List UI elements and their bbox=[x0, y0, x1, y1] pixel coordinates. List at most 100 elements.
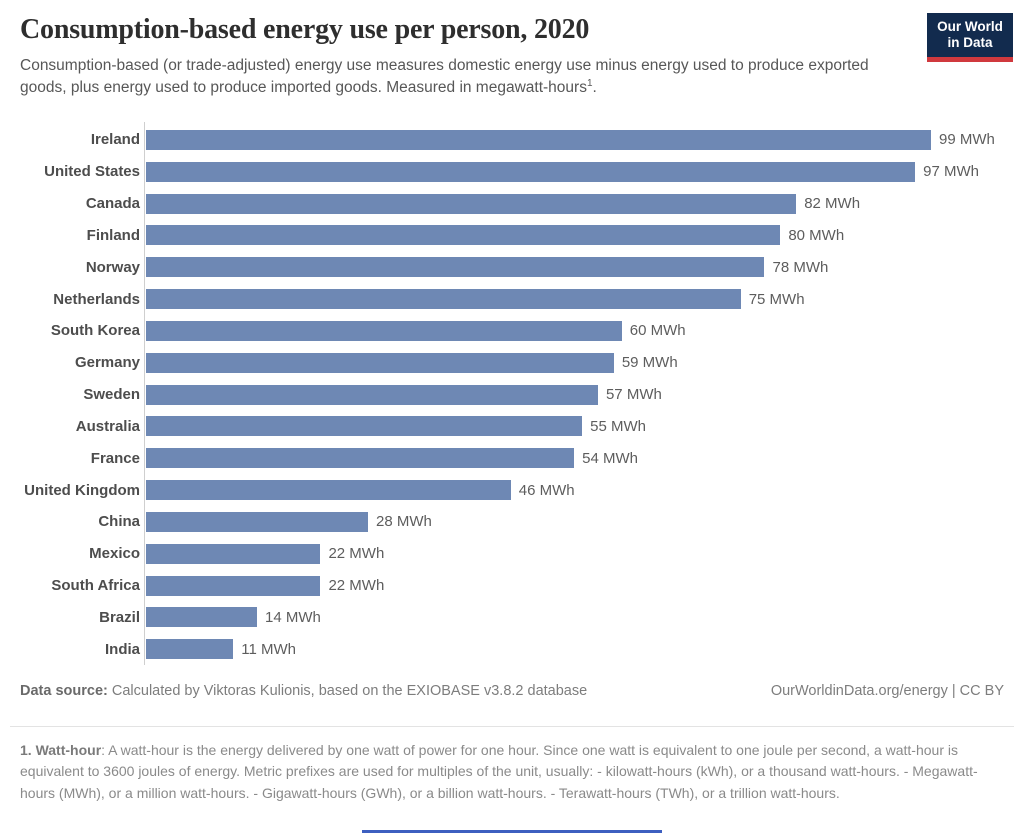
footnote-text: : A watt-hour is the energy delivered by… bbox=[20, 742, 978, 801]
bar-row: Australia 55 MWh bbox=[20, 410, 1004, 442]
value-label: 82 MWh bbox=[804, 195, 861, 213]
bar-row: Sweden 57 MWh bbox=[20, 379, 1004, 411]
bar-area: 60 MWh bbox=[146, 320, 1004, 341]
value-label: 80 MWh bbox=[788, 226, 845, 244]
bar-area: 59 MWh bbox=[146, 352, 1004, 373]
country-label: Finland bbox=[86, 226, 140, 244]
bar-area: 46 MWh bbox=[146, 480, 1004, 501]
bar-row: Mexico 22 MWh bbox=[20, 538, 1004, 570]
value-label: 46 MWh bbox=[518, 481, 575, 499]
country-label: Ireland bbox=[90, 131, 140, 149]
bar-area: 75 MWh bbox=[146, 289, 1004, 310]
bar-row: India 11 MWh bbox=[20, 633, 1004, 665]
country-label: Norway bbox=[85, 258, 140, 276]
bar bbox=[146, 575, 321, 596]
country-label: South Africa bbox=[51, 577, 140, 594]
bar-row: Norway 78 MWh bbox=[20, 251, 1004, 283]
bar bbox=[146, 161, 916, 182]
footnote-marker: 1 bbox=[586, 77, 593, 89]
bar bbox=[146, 607, 257, 628]
country-label: China bbox=[98, 513, 140, 531]
bar bbox=[146, 193, 797, 214]
country-label: Australia bbox=[75, 417, 140, 435]
bar-row: South Africa 22 MWh bbox=[20, 570, 1004, 602]
value-label: 97 MWh bbox=[923, 163, 979, 181]
bar-row: Canada 82 MWh bbox=[20, 188, 1004, 220]
value-label: 78 MWh bbox=[772, 258, 829, 276]
owid-logo-line1: Our World bbox=[937, 18, 1003, 34]
bar bbox=[146, 320, 622, 341]
owid-logo: Our World in Data bbox=[927, 13, 1013, 62]
value-label: 22 MWh bbox=[328, 545, 385, 563]
bar bbox=[146, 352, 614, 373]
bar-row: Finland 80 MWh bbox=[20, 219, 1004, 251]
bar-row: Ireland 99 MWh bbox=[20, 124, 1004, 156]
bar-row: China 28 MWh bbox=[20, 506, 1004, 538]
country-label: France bbox=[90, 449, 140, 467]
owid-logo-red-bar bbox=[927, 57, 1013, 62]
value-label: 55 MWh bbox=[590, 417, 646, 435]
footer-divider bbox=[10, 726, 1014, 727]
source-row: Data source: Calculated by Viktoras Kuli… bbox=[20, 683, 1004, 699]
bar-area: 78 MWh bbox=[146, 257, 1004, 278]
country-label: Brazil bbox=[99, 608, 140, 626]
chart-subtitle: Consumption-based (or trade-adjusted) en… bbox=[20, 55, 872, 98]
value-label: 22 MWh bbox=[328, 577, 385, 594]
bar bbox=[146, 416, 583, 437]
bar-area: 11 MWh bbox=[146, 639, 1004, 660]
owid-logo-line2: in Data bbox=[947, 35, 993, 50]
bar bbox=[146, 480, 511, 501]
country-label: Germany bbox=[74, 354, 140, 372]
bar-row: France 54 MWh bbox=[20, 442, 1004, 474]
bar-area: 55 MWh bbox=[146, 416, 1004, 437]
footnote-label: 1. Watt-hour bbox=[20, 742, 102, 758]
country-label: Netherlands bbox=[53, 290, 140, 308]
subtitle-text: Consumption-based (or trade-adjusted) en… bbox=[20, 57, 869, 96]
footnote: 1. Watt-hour: A watt-hour is the energy … bbox=[20, 740, 1006, 804]
bar-area: 22 MWh bbox=[146, 543, 1004, 564]
value-label: 59 MWh bbox=[621, 354, 678, 372]
country-label: United States bbox=[44, 163, 140, 181]
country-label: Sweden bbox=[83, 386, 140, 404]
bar bbox=[146, 511, 369, 532]
bar-area: 28 MWh bbox=[146, 511, 1004, 532]
country-label: India bbox=[104, 640, 140, 658]
bar-area: 22 MWh bbox=[146, 575, 1004, 596]
bottom-rule bbox=[362, 830, 662, 833]
bar bbox=[146, 448, 575, 469]
bar-row: South Korea 60 MWh bbox=[20, 315, 1004, 347]
bar-row: United Kingdom 46 MWh bbox=[20, 474, 1004, 506]
y-axis-line bbox=[144, 122, 145, 665]
subtitle-period: . bbox=[592, 78, 597, 96]
bar-area: 97 MWh bbox=[146, 161, 1004, 182]
bar bbox=[146, 639, 234, 660]
chart-rows: Ireland 99 MWh United States 97 MWh Canada 82… bbox=[20, 124, 1004, 665]
bar bbox=[146, 384, 598, 405]
bar bbox=[146, 289, 741, 310]
data-source: Data source: Calculated by Viktoras Kuli… bbox=[20, 683, 587, 699]
value-label: 11 MWh bbox=[241, 640, 296, 658]
country-label: Canada bbox=[85, 195, 140, 213]
bar-row: Brazil 14 MWh bbox=[20, 601, 1004, 633]
value-label: 14 MWh bbox=[265, 608, 321, 626]
bar-area: 54 MWh bbox=[146, 448, 1004, 469]
bar bbox=[146, 543, 321, 564]
bar-row: Netherlands 75 MWh bbox=[20, 283, 1004, 315]
page-title: Consumption-based energy use per person,… bbox=[20, 14, 590, 45]
country-label: United Kingdom bbox=[24, 481, 140, 499]
value-label: 60 MWh bbox=[629, 322, 686, 340]
chart-header: Consumption-based energy use per person,… bbox=[20, 14, 916, 98]
bar-row: United States 97 MWh bbox=[20, 156, 1004, 188]
bar-row: Germany 59 MWh bbox=[20, 347, 1004, 379]
bar bbox=[146, 257, 765, 278]
bar-area: 14 MWh bbox=[146, 607, 1004, 628]
bar bbox=[146, 129, 931, 150]
bar-chart: Ireland 99 MWh United States 97 MWh Canada 82… bbox=[20, 122, 1004, 665]
value-label: 57 MWh bbox=[605, 386, 662, 404]
data-source-text: Calculated by Viktoras Kulionis, based o… bbox=[107, 683, 588, 699]
bar-area: 99 MWh bbox=[146, 129, 1004, 150]
value-label: 28 MWh bbox=[376, 513, 432, 531]
bar-area: 57 MWh bbox=[146, 384, 1004, 405]
country-label: South Korea bbox=[50, 322, 140, 340]
